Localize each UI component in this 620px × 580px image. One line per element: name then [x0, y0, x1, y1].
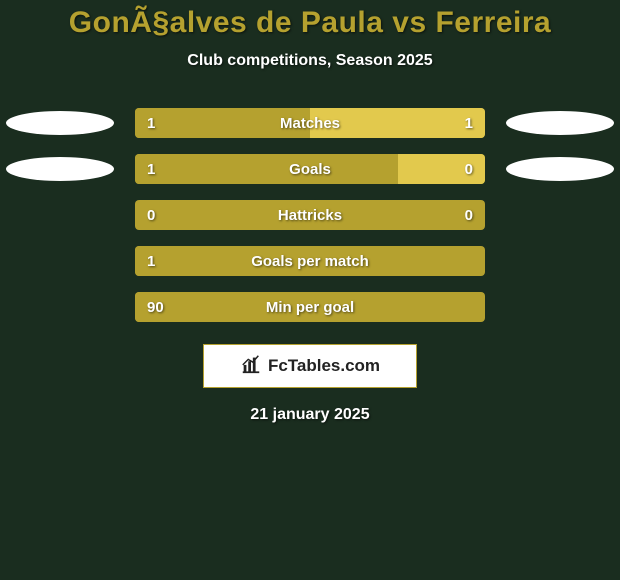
bar-fill-left — [135, 154, 398, 184]
bar-fill-left — [135, 292, 468, 322]
player-oval-left — [6, 157, 114, 181]
player-oval-right — [506, 157, 614, 181]
stat-value-left: 0 — [147, 200, 155, 230]
brand-logo-box: FcTables.com — [203, 344, 417, 388]
stat-row: 90 Min per goal — [0, 284, 620, 330]
bar-track: 90 Min per goal — [135, 292, 485, 322]
brand-logo-text: FcTables.com — [268, 356, 380, 376]
bar-track: 1 Goals per match — [135, 246, 485, 276]
bar-fill-left — [135, 108, 310, 138]
bar-fill-left — [135, 246, 468, 276]
snapshot-date: 21 january 2025 — [0, 406, 620, 424]
bar-track: 1 Matches 1 — [135, 108, 485, 138]
bar-fill-right — [310, 108, 485, 138]
player-oval-right — [506, 111, 614, 135]
stat-row: 1 Goals 0 — [0, 146, 620, 192]
player-oval-left — [6, 111, 114, 135]
bar-chart-icon — [240, 353, 262, 380]
page-subtitle: Club competitions, Season 2025 — [0, 52, 620, 70]
stat-value-right: 0 — [465, 200, 473, 230]
stat-label: Hattricks — [135, 200, 485, 230]
stat-row: 1 Matches 1 — [0, 100, 620, 146]
stat-rows: 1 Matches 1 1 Goals 0 0 — [0, 100, 620, 330]
stat-row: 1 Goals per match — [0, 238, 620, 284]
comparison-infographic: GonÃ§alves de Paula vs Ferreira Club com… — [0, 0, 620, 580]
bar-fill-right — [398, 154, 486, 184]
bar-track: 1 Goals 0 — [135, 154, 485, 184]
stat-row: 0 Hattricks 0 — [0, 192, 620, 238]
page-title: GonÃ§alves de Paula vs Ferreira — [0, 0, 620, 40]
bar-track: 0 Hattricks 0 — [135, 200, 485, 230]
